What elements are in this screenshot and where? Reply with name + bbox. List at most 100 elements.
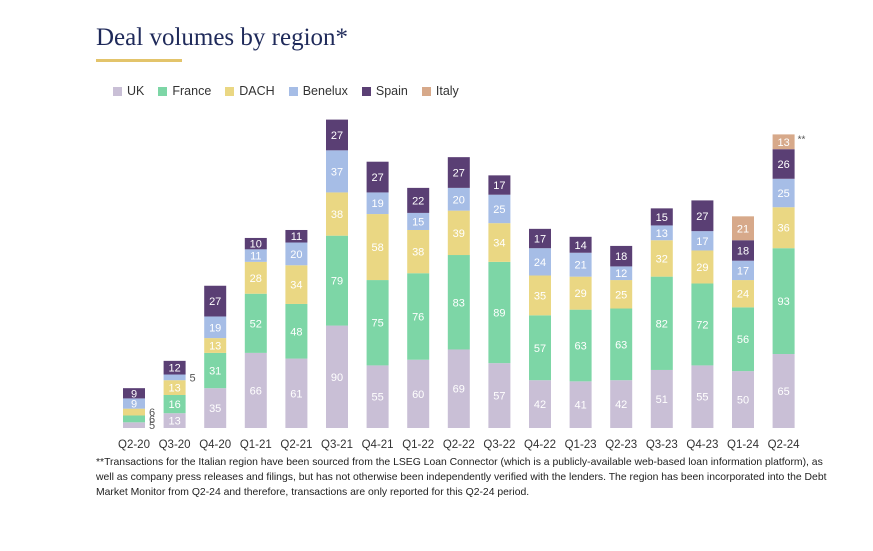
bar-segment-spain	[488, 175, 511, 195]
bar-segment-uk	[691, 365, 714, 428]
legend-swatch	[225, 86, 235, 96]
data-label: 28	[250, 273, 262, 285]
bar-segment-italy	[772, 134, 795, 150]
data-label: 19	[209, 322, 221, 334]
bar-segment-benelux	[123, 398, 145, 409]
bar-segment-benelux	[366, 192, 389, 215]
data-label: 20	[290, 249, 302, 261]
data-label: 75	[371, 318, 383, 330]
x-tick-label: Q3-23	[646, 439, 678, 451]
bar-segment-dach	[244, 261, 267, 294]
bar-segment-france	[163, 394, 186, 414]
bar-segment-spain	[569, 236, 592, 253]
data-label: 55	[696, 392, 708, 404]
bar-segment-dach	[366, 214, 389, 281]
data-label: 19	[371, 198, 383, 210]
bar-segment-benelux	[244, 249, 267, 262]
data-label: 17	[534, 234, 546, 246]
data-label: 13	[168, 416, 180, 428]
bar-segment-italy	[732, 216, 754, 241]
x-tick-label: Q2-23	[605, 439, 637, 451]
bar-segment-france	[610, 308, 633, 381]
bar-segment-spain	[366, 161, 389, 193]
bar-segment-benelux	[285, 242, 308, 266]
data-label: 79	[331, 276, 343, 288]
legend-swatch	[158, 86, 168, 96]
bar-segment-france	[204, 352, 227, 389]
data-label: 11	[291, 231, 302, 243]
bar-segment-benelux	[326, 150, 348, 193]
data-label: 27	[331, 130, 343, 142]
data-label: 63	[615, 339, 627, 351]
legend-item-spain: Spain	[361, 84, 408, 98]
bar-segment-dach	[326, 192, 348, 236]
data-label: 27	[696, 211, 708, 223]
footnote: **Transactions for the Italian region ha…	[96, 457, 827, 498]
data-label: 72	[696, 319, 708, 331]
bar-segment-spain	[650, 208, 673, 226]
chart-title: Deal volumes by region*	[96, 24, 349, 51]
data-label: 15	[656, 212, 668, 224]
data-label: 66	[250, 385, 262, 397]
bar-segment-dach	[650, 240, 673, 277]
data-label: 13	[209, 340, 221, 352]
data-label: 9	[131, 388, 137, 400]
bar-segment-benelux	[732, 260, 754, 281]
data-label: 31	[209, 366, 221, 378]
bar-segment-dach	[163, 380, 186, 395]
data-label: 13	[656, 228, 668, 240]
data-label: 76	[412, 311, 424, 323]
data-label: 37	[331, 166, 343, 178]
data-label: 61	[290, 388, 302, 400]
data-label: 32	[656, 253, 668, 265]
bar-segment-uk	[285, 358, 308, 428]
legend-swatch	[113, 86, 122, 96]
bar-segment-france	[772, 248, 795, 355]
bar-segment-dach	[447, 210, 470, 256]
bar-segment-spain	[610, 245, 633, 267]
bar-segment-france	[244, 293, 267, 353]
data-label: 48	[290, 326, 302, 338]
bar-segment-dach	[529, 275, 551, 316]
x-tick-label: Q3-20	[159, 439, 191, 451]
x-tick-label: Q1-21	[240, 439, 272, 451]
legend-label: DACH	[239, 84, 275, 98]
data-label: 29	[574, 288, 586, 300]
bar-segment-uk	[244, 352, 267, 428]
bar-segment-france	[529, 315, 551, 381]
bar-segment-france	[488, 261, 511, 364]
bar-segment-france	[123, 415, 145, 423]
data-label: 25	[493, 204, 505, 216]
data-label: 26	[777, 159, 789, 171]
bar-segment-benelux	[610, 266, 633, 281]
data-label: 13	[168, 383, 180, 395]
bar-segment-france	[326, 235, 348, 326]
data-label: 17	[493, 180, 505, 192]
bar-segment-benelux	[569, 252, 592, 277]
bar-segment-france	[285, 303, 308, 359]
bar-segment-dach	[407, 229, 430, 274]
data-label: 51	[656, 394, 668, 406]
data-label: 5	[190, 372, 196, 384]
data-label: 57	[493, 391, 505, 403]
data-label: 42	[615, 399, 627, 411]
bar-segment-spain	[447, 157, 470, 188]
data-label: 35	[209, 403, 221, 415]
bar-segment-benelux	[163, 374, 186, 381]
bar-segment-dach	[204, 338, 227, 353]
bar-segment-spain	[407, 187, 430, 213]
bar-segment-uk	[772, 354, 795, 428]
bar-segment-spain	[123, 388, 145, 399]
data-label: 24	[534, 257, 546, 269]
data-label: 5	[149, 420, 155, 432]
x-tick-label: Q2-20	[118, 439, 150, 451]
data-label: 83	[453, 297, 465, 309]
data-label: 14	[574, 240, 586, 252]
x-tick-label: Q4-21	[362, 439, 394, 451]
bar-segment-benelux	[772, 178, 795, 208]
bar-segment-spain	[163, 360, 186, 375]
legend-label: France	[172, 84, 212, 98]
data-label: 52	[250, 318, 262, 330]
bar-segment-benelux	[529, 248, 551, 276]
bar-segment-dach	[732, 280, 754, 308]
